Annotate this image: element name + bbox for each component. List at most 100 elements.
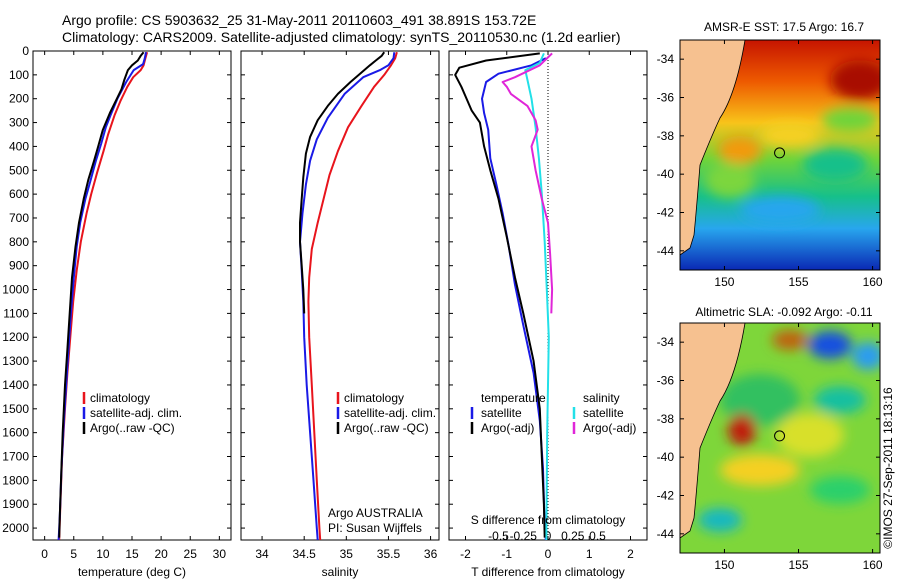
legend-label-argo: Argo(..raw -QC) bbox=[344, 421, 429, 435]
depth-tick-label: 1700 bbox=[2, 450, 29, 464]
depth-tick-label: 1100 bbox=[3, 306, 29, 320]
salinity-axes-frame bbox=[240, 50, 440, 541]
sst-map-land bbox=[679, 39, 746, 256]
map-x-tick-label: 155 bbox=[789, 275, 809, 289]
map-y-tick-label: -36 bbox=[657, 374, 675, 388]
difference-profile-panel: -2 -1 0 1 2 -0.5 -0.25 0.25 0.5 0 bbox=[454, 51, 634, 561]
sla-map-frame bbox=[679, 322, 881, 554]
map-y-tick-label: -40 bbox=[657, 450, 675, 464]
s-tick-label: -0.25 bbox=[510, 529, 538, 543]
depth-tick-label: 1200 bbox=[2, 330, 29, 344]
map-x-tick-label: 160 bbox=[863, 558, 883, 572]
map-y-tick-label: -44 bbox=[657, 244, 675, 258]
legend-label-argo: Argo(..raw -QC) bbox=[90, 421, 175, 435]
header-title-line1: Argo profile: CS 5903632_25 31-May-2011 … bbox=[62, 12, 537, 28]
depth-axis: 0 100 200 300 400 500 600 700 800 900 1000 1100 1200… bbox=[2, 44, 647, 535]
sst-map-axes: 150 155 160 -34 -36 -38 -40 -42 -44 bbox=[657, 40, 883, 289]
map-x-tick-label: 150 bbox=[714, 558, 734, 572]
legend-label-satellite: satellite-adj. clim. bbox=[90, 406, 182, 420]
map-y-tick-label: -42 bbox=[657, 489, 675, 503]
argo-program-annotation: Argo AUSTRALIA bbox=[328, 506, 423, 520]
x-tick-label: 5 bbox=[70, 547, 77, 561]
legend-label-t-argo: Argo(-adj) bbox=[481, 421, 534, 435]
series-line-satellite-adj-clim bbox=[299, 52, 396, 541]
x-tick-label: 30 bbox=[213, 547, 227, 561]
x-tick-label: -1 bbox=[501, 547, 512, 561]
depth-tick-label: 1000 bbox=[2, 283, 29, 297]
x-tick-label: 36 bbox=[424, 547, 438, 561]
temperature-legend: climatology satellite-adj. clim. Argo(..… bbox=[82, 391, 182, 435]
legend-title-salinity: salinity bbox=[583, 391, 620, 405]
x-tick-label: 0 bbox=[41, 547, 48, 561]
header-title-line2: Climatology: CARS2009. Satellite-adjuste… bbox=[62, 29, 621, 45]
series-line-climatology bbox=[307, 51, 398, 541]
x-tick-label: 35.5 bbox=[377, 547, 401, 561]
depth-tick-label: 700 bbox=[9, 211, 29, 225]
map-y-tick-label: -38 bbox=[657, 129, 675, 143]
map-x-tick-label: 160 bbox=[863, 275, 883, 289]
sst-argo-location-marker bbox=[774, 147, 786, 159]
map-y-tick-label: -40 bbox=[657, 167, 675, 181]
x-tick-label: 10 bbox=[96, 547, 110, 561]
depth-tick-label: 1500 bbox=[2, 402, 29, 416]
sst-map-title: AMSR-E SST: 17.5 Argo: 16.7 bbox=[704, 20, 864, 34]
depth-tick-label: 1600 bbox=[2, 426, 29, 440]
series-line-argo-raw-qc bbox=[299, 51, 386, 314]
salinity-legend: climatology satellite-adj. clim. Argo(..… bbox=[336, 391, 436, 435]
legend-label-satellite: satellite-adj. clim. bbox=[344, 406, 436, 420]
map-y-tick-label: -42 bbox=[657, 206, 675, 220]
pi-annotation: PI: Susan Wijffels bbox=[328, 521, 422, 535]
t-difference-xlabel: T difference from climatology bbox=[471, 565, 625, 579]
sst-map-frame bbox=[679, 39, 881, 271]
map-y-tick-label: -34 bbox=[657, 52, 675, 66]
sla-map-field bbox=[680, 323, 880, 553]
series-line-argo-adj-salinity bbox=[501, 52, 554, 314]
salinity-profile-panel: 34 34.5 35 35.5 36 bbox=[255, 51, 438, 561]
depth-tick-label: 500 bbox=[9, 163, 29, 177]
x-tick-label: 25 bbox=[184, 547, 198, 561]
series-line-argo-adj-temperature bbox=[454, 52, 546, 538]
map-x-tick-label: 155 bbox=[789, 558, 809, 572]
depth-tick-label: 0 bbox=[22, 44, 29, 58]
legend-label-climatology: climatology bbox=[90, 391, 150, 405]
series-line-argo-raw-qc bbox=[58, 51, 145, 538]
depth-tick-label: 600 bbox=[9, 187, 29, 201]
x-tick-label: 20 bbox=[154, 547, 168, 561]
x-tick-label: -2 bbox=[460, 547, 471, 561]
depth-tick-label: 300 bbox=[9, 116, 29, 130]
legend-label-s-argo: Argo(-adj) bbox=[583, 421, 636, 435]
series-line-satellite-salinity bbox=[524, 53, 550, 540]
s-tick-label: 0.25 bbox=[561, 529, 585, 543]
s-tick-label: 0 bbox=[545, 529, 552, 543]
depth-tick-label: 1800 bbox=[2, 473, 29, 487]
sla-argo-location-marker bbox=[774, 430, 786, 442]
legend-label-t-satellite: satellite bbox=[481, 406, 522, 420]
depth-tick-label: 100 bbox=[9, 68, 29, 82]
temperature-profile-panel: 0 5 10 15 20 25 30 bbox=[41, 51, 226, 561]
temperature-axes-frame bbox=[32, 50, 232, 541]
s-difference-xlabel: S difference from climatology bbox=[471, 513, 626, 527]
depth-tick-label: 1400 bbox=[2, 378, 29, 392]
depth-tick-label: 900 bbox=[9, 259, 29, 273]
legend-label-s-satellite: satellite bbox=[583, 406, 624, 420]
depth-tick-label: 2000 bbox=[2, 521, 29, 535]
temperature-xlabel: temperature (deg C) bbox=[78, 565, 186, 579]
map-y-tick-label: -44 bbox=[657, 527, 675, 541]
x-tick-label: 34 bbox=[255, 547, 269, 561]
imos-stamp: ©IMOS 27-Sep-2011 18:13:16 bbox=[881, 387, 895, 549]
depth-tick-label: 1900 bbox=[2, 497, 29, 511]
x-tick-label: 0 bbox=[545, 547, 552, 561]
map-y-tick-label: -34 bbox=[657, 335, 675, 349]
sla-map-title: Altimetric SLA: -0.092 Argo: -0.11 bbox=[695, 305, 873, 319]
x-tick-label: 2 bbox=[627, 547, 634, 561]
depth-tick-label: 400 bbox=[9, 139, 29, 153]
legend-title-temperature: temperature bbox=[481, 391, 546, 405]
salinity-xlabel: salinity bbox=[322, 565, 359, 579]
map-y-tick-label: -36 bbox=[657, 91, 675, 105]
map-x-tick-label: 150 bbox=[714, 275, 734, 289]
sla-map-land bbox=[679, 322, 746, 539]
s-tick-label: -0.5 bbox=[488, 529, 509, 543]
depth-tick-label: 1300 bbox=[2, 354, 29, 368]
sla-map-axes: 150 155 160 -34 -36 -38 -40 -42 -44 bbox=[657, 323, 883, 572]
